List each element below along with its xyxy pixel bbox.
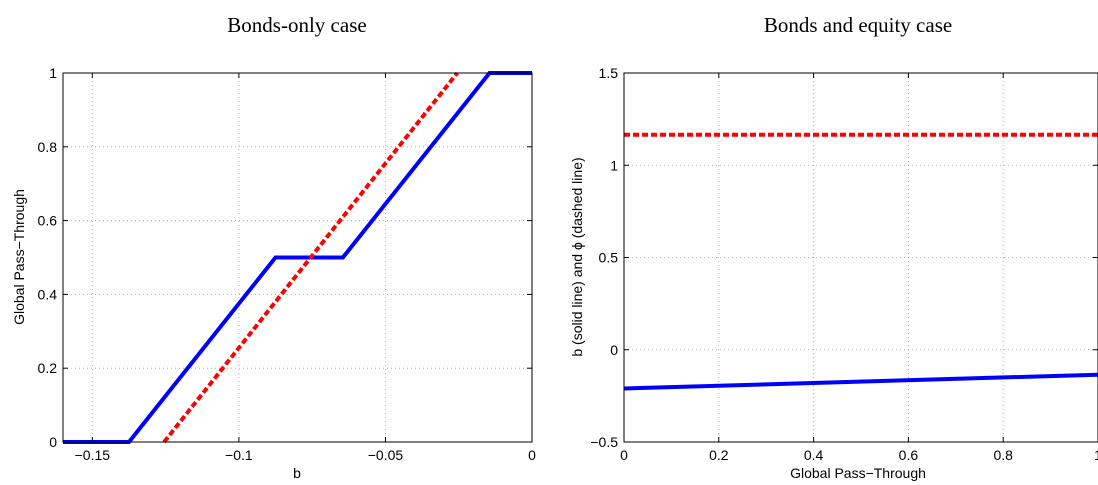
y-axis-label: b (solid line) and ϕ (dashed line) <box>569 157 585 356</box>
y-tick-label: 0.2 <box>38 360 58 376</box>
bonds-and-equity-panel: Bonds and equity case 0 0.2 0.4 0.6 0.8 1 −0.5… <box>569 13 1098 481</box>
x-tick-label: −0.15 <box>75 447 111 463</box>
x-tick-label: −0.05 <box>368 447 404 463</box>
y-tick-label: 0.5 <box>599 250 619 266</box>
plot-frame <box>62 72 533 443</box>
solid-series-line <box>63 71 532 444</box>
y-tick-label: 1.5 <box>599 65 619 81</box>
bonds-only-panel: Bonds-only case −0.15 −0.1 −0.05 0 0 0.2 0.4 0.… <box>11 13 536 481</box>
y-tick-label: 0.6 <box>38 213 58 229</box>
x-tick-label: 0.4 <box>804 447 824 463</box>
x-tick-label: 0.2 <box>709 447 729 463</box>
x-tick-label: 0 <box>528 447 536 463</box>
x-tick-label: 0.6 <box>899 447 919 463</box>
x-tick-label: 0 <box>620 447 628 463</box>
dashed-series-line <box>162 71 459 444</box>
y-tick-label: 0 <box>610 342 618 358</box>
x-axis-label: Global Pass−Through <box>790 465 926 481</box>
chart-title: Bonds and equity case <box>764 13 952 37</box>
chart-title: Bonds-only case <box>227 13 366 37</box>
x-tick-label: 0.8 <box>993 447 1013 463</box>
ticks: −0.15 −0.1 −0.05 0 0 0.2 0.4 0.6 0.8 1 <box>38 65 537 463</box>
y-axis-label: Global Pass−Through <box>11 189 27 325</box>
series-layer <box>63 71 532 444</box>
y-tick-label: 0.4 <box>38 286 58 302</box>
series-layer <box>623 132 1098 391</box>
y-tick-label: −0.5 <box>590 434 618 450</box>
ticks: 00.20.40.60.81−0.500.511.5 <box>590 65 1098 463</box>
y-tick-label: 0 <box>49 434 57 450</box>
solid-series-line <box>623 372 1098 391</box>
y-tick-label: 1 <box>610 157 618 173</box>
x-tick-label: −0.1 <box>225 447 253 463</box>
y-tick-label: 0.8 <box>38 139 58 155</box>
y-tick-label: 1 <box>49 65 57 81</box>
x-tick-label: 1 <box>1094 447 1098 463</box>
x-axis-label: b <box>293 465 301 481</box>
